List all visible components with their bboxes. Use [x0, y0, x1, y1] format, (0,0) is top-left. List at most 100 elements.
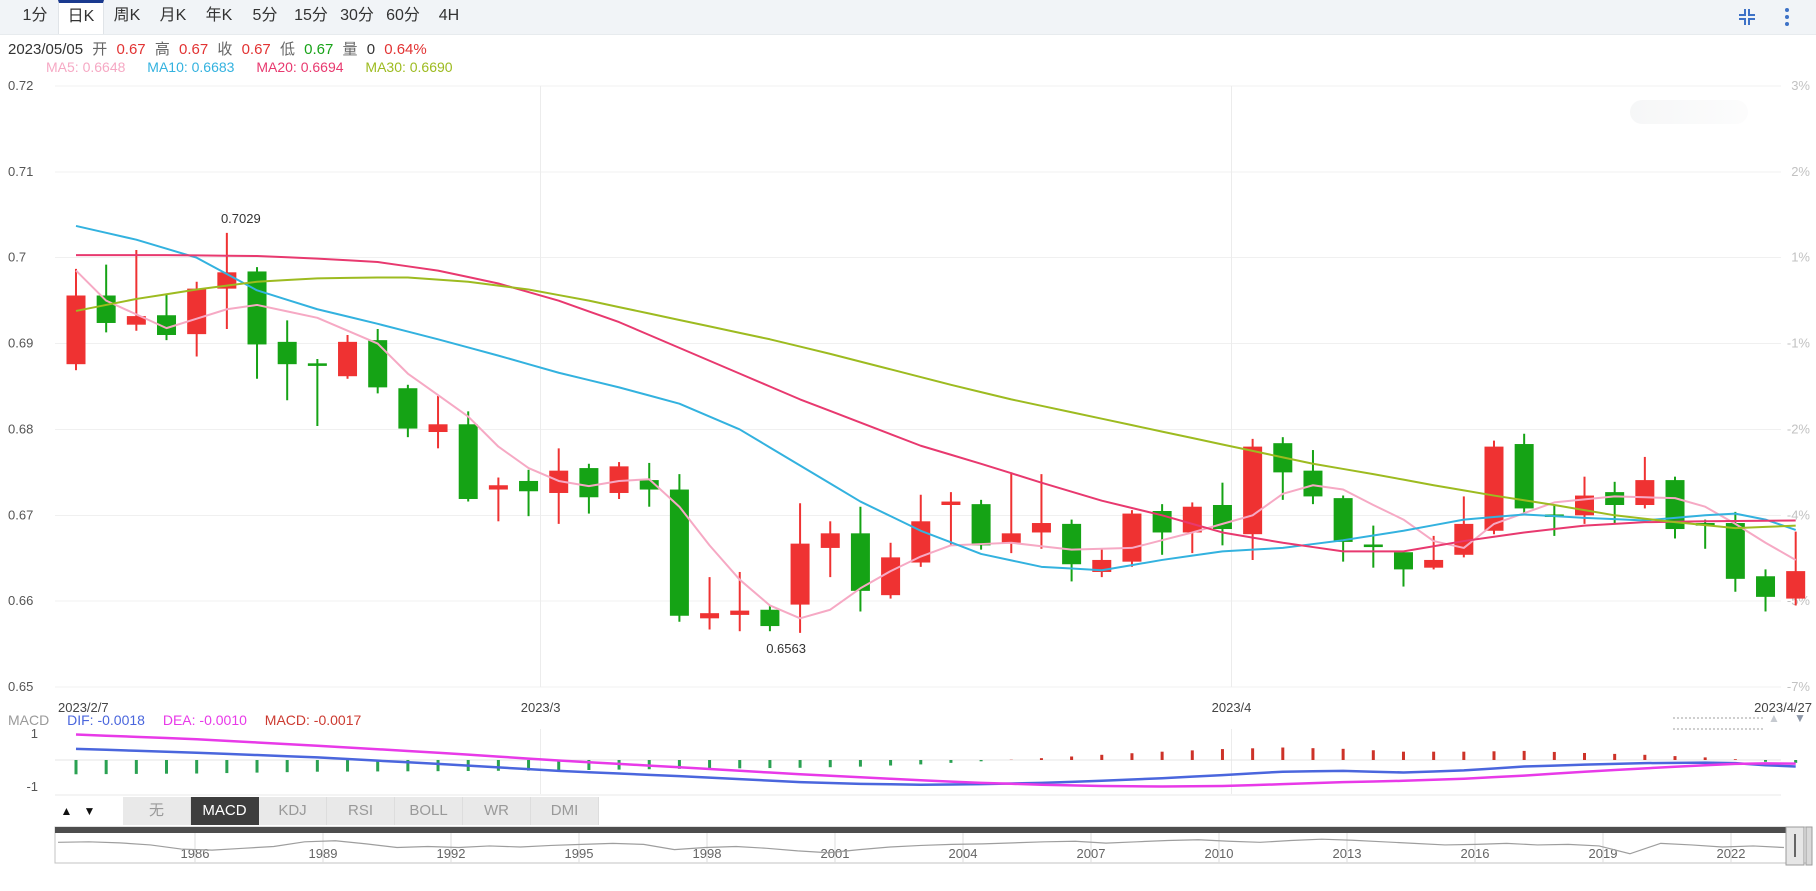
- period-tab-年K[interactable]: 年K: [205, 7, 233, 24]
- candle-body: [428, 424, 448, 433]
- more-icon[interactable]: [1776, 6, 1798, 28]
- ma-line-ma5: [75, 269, 1797, 620]
- quote-row: 2023/05/05 开 0.67 高 0.67 收 0.67 低 0.67 量…: [8, 38, 432, 59]
- candle-body: [1243, 446, 1263, 535]
- high-value: 0.67: [179, 41, 209, 58]
- dea-line: [75, 733, 1796, 788]
- timeline-selected-range[interactable]: [55, 827, 1788, 833]
- indicator-down-button[interactable]: ▼: [78, 797, 101, 825]
- candle-body: [850, 533, 870, 591]
- indicator-tab-无[interactable]: 无: [123, 797, 191, 825]
- change-value: 0.64%: [384, 41, 427, 58]
- indicator-tab-strip: 无 MACD KDJ RSI BOLL WR DMI: [123, 797, 599, 825]
- candle-body: [730, 610, 750, 615]
- indicator-tab-KDJ[interactable]: KDJ: [259, 797, 327, 825]
- candle-body: [458, 424, 478, 499]
- quote-date: 2023/05/05: [8, 41, 84, 58]
- candle-body: [1333, 498, 1353, 542]
- macd-pane-expand-icon[interactable]: ▲: [1768, 711, 1780, 725]
- period-tab-4H[interactable]: 4H: [438, 7, 460, 24]
- indicator-tab-RSI[interactable]: RSI: [327, 797, 395, 825]
- candle-body: [126, 316, 146, 325]
- period-tabbar: 1分 日K 周K 月K 年K 5分 15分 30分 60分 4H: [0, 0, 1816, 35]
- price-axis-label: 0.65: [8, 679, 33, 694]
- candle-body: [1122, 513, 1142, 562]
- indicator-tab-MACD[interactable]: MACD: [191, 797, 259, 825]
- timeline-year-label: 1989: [309, 846, 338, 861]
- percent-axis-label: 3%: [1791, 78, 1810, 93]
- period-tab-日K[interactable]: 日K: [58, 0, 104, 34]
- topbar-icons: [1736, 0, 1816, 34]
- watermark: [1630, 100, 1748, 124]
- candle-body: [398, 388, 418, 429]
- indicator-bar: ▲ ▼ 无 MACD KDJ RSI BOLL WR DMI: [55, 797, 599, 825]
- timeline-year-label: 2013: [1333, 846, 1362, 861]
- timeline[interactable]: 1986 1989 1992 1995 1998 2001 2004 2007 2010 2013…: [54, 826, 1813, 864]
- macd-title: MACD: [8, 712, 50, 728]
- ma30-legend: MA30: 0.6690: [365, 59, 453, 75]
- macd-pane-resize-dots[interactable]: [1673, 717, 1763, 730]
- period-tab-60分[interactable]: 60分: [386, 7, 420, 24]
- period-tab-strip: 1分 日K 周K 月K 年K 5分 15分 30分 60分 4H: [0, 0, 472, 34]
- volume-label: 量: [342, 41, 358, 58]
- candle-body: [971, 504, 991, 546]
- dea-legend: DEA: -0.0010: [162, 712, 247, 728]
- candle-body: [1605, 492, 1625, 505]
- grid-layer: 0.72 3% 0.71 2% 0.7 1% 0.69 -1% 0.68 -2% 0.67 -4% 0.…: [8, 78, 1812, 794]
- macd-pane-collapse-icon[interactable]: ▼: [1794, 711, 1806, 725]
- ma-line-ma10: [75, 224, 1797, 572]
- period-tab-30分[interactable]: 30分: [340, 7, 374, 24]
- timeline-year-label: 1992: [437, 846, 466, 861]
- price-axis-label: 0.69: [8, 336, 33, 351]
- candle-body: [1424, 559, 1444, 568]
- high-label: 高: [154, 41, 170, 58]
- ma20-legend: MA20: 0.6694: [256, 59, 344, 75]
- period-tab-周K[interactable]: 周K: [113, 7, 141, 24]
- collapse-icon[interactable]: [1736, 6, 1758, 28]
- indicator-tab-BOLL[interactable]: BOLL: [395, 797, 463, 825]
- x-axis-tick: 2023/2/7: [58, 700, 109, 715]
- candle-body: [247, 271, 267, 345]
- percent-axis-label: -7%: [1787, 679, 1811, 694]
- timeline-year-label: 1998: [693, 846, 722, 861]
- period-tab-5分[interactable]: 5分: [252, 7, 278, 24]
- timeline-year-label: 1995: [565, 846, 594, 861]
- ma5-legend: MA5: 0.6648: [46, 59, 126, 75]
- candle-body: [790, 543, 810, 605]
- candle-body: [881, 557, 901, 596]
- candle-body: [187, 288, 207, 335]
- period-tab-15分[interactable]: 15分: [294, 7, 328, 24]
- candle-body: [1514, 444, 1534, 509]
- close-label: 收: [217, 41, 233, 58]
- candle-body: [157, 315, 177, 335]
- indicator-tab-WR[interactable]: WR: [463, 797, 531, 825]
- period-tab-1分[interactable]: 1分: [22, 7, 48, 24]
- timeline-year-label: 2016: [1461, 846, 1490, 861]
- x-axis-tick: 2023/4/27: [1754, 700, 1812, 715]
- low-label: 低: [279, 41, 295, 58]
- timeline-year-label: 2004: [949, 846, 978, 861]
- percent-axis-label: 1%: [1791, 250, 1810, 265]
- candle-body: [1393, 552, 1413, 570]
- indicator-tab-DMI[interactable]: DMI: [531, 797, 599, 825]
- price-axis-label: 0.71: [8, 164, 33, 179]
- timeline-year-label: 2019: [1589, 846, 1618, 861]
- candle-body: [669, 489, 689, 616]
- candle-body: [1303, 470, 1323, 497]
- percent-axis-label: -1%: [1787, 336, 1811, 351]
- price-axis-label: 0.66: [8, 593, 33, 608]
- candle-body: [488, 485, 508, 490]
- candle-body: [609, 466, 629, 493]
- candle-body: [1031, 523, 1051, 533]
- timeline-handle[interactable]: [1785, 826, 1813, 866]
- dif-line: [75, 747, 1796, 786]
- period-tab-月K[interactable]: 月K: [159, 7, 187, 24]
- candle-body: [368, 340, 388, 388]
- candle-body: [820, 533, 840, 548]
- price-annotation: 0.6563: [766, 641, 806, 656]
- price-annotation: 0.7029: [221, 211, 261, 226]
- indicator-up-button[interactable]: ▲: [55, 797, 78, 825]
- percent-axis-label: -2%: [1787, 421, 1811, 436]
- volume-value: 0: [366, 41, 376, 58]
